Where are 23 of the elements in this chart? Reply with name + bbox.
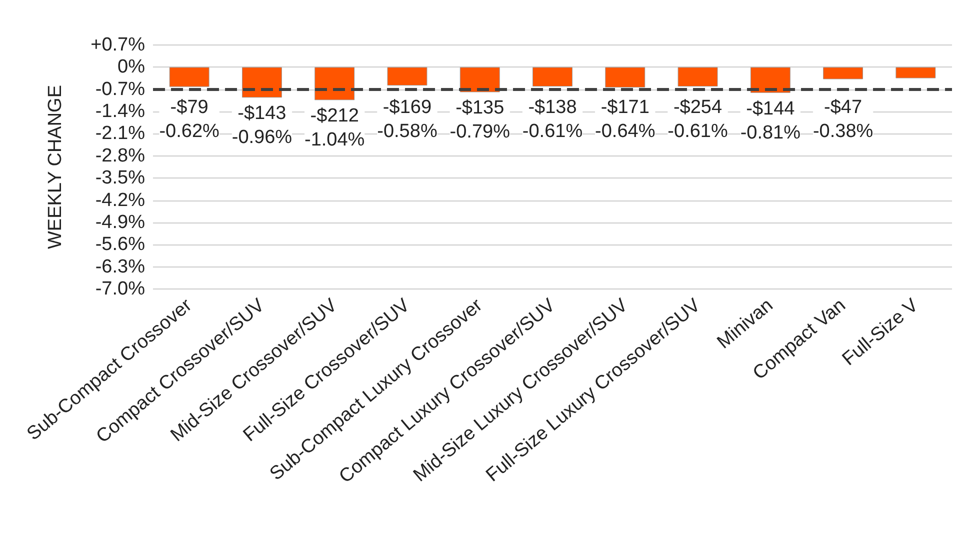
data-label: -$47 -0.38%: [812, 96, 874, 142]
data-label: -$171 -0.64%: [595, 96, 656, 142]
y-tick-label: -4.9%: [95, 212, 146, 233]
y-tick-label: -6.3%: [95, 256, 146, 278]
data-label: -$212 -1.04%: [304, 106, 365, 151]
data-label: -$79 -0.62%: [159, 96, 220, 142]
y-tick-label: -5.6%: [95, 234, 146, 256]
y-tick-label: -7.0%: [95, 278, 146, 300]
data-label: -$254 -0.61%: [668, 96, 728, 142]
y-tick-label: -0.7%: [95, 78, 146, 100]
data-label: -$144 -0.81%: [740, 98, 801, 144]
y-tick-label: 0%: [118, 56, 146, 78]
data-label: -$135 -0.79%: [450, 98, 510, 143]
y-axis-title: WEEKLY CHANGE: [45, 84, 66, 250]
data-label: -$138 -0.61%: [522, 96, 583, 142]
y-tick-label: -3.5%: [95, 168, 146, 189]
y-tick-label: +0.7%: [90, 34, 146, 56]
y-tick-label: -2.8%: [95, 145, 146, 166]
data-label: -$143 -0.96%: [232, 103, 292, 148]
y-tick-label: -4.2%: [95, 190, 146, 211]
data-label: -$169 -0.58%: [377, 96, 438, 142]
y-tick-label: -2.1%: [95, 123, 146, 144]
y-tick-label: -1.4%: [95, 101, 146, 122]
